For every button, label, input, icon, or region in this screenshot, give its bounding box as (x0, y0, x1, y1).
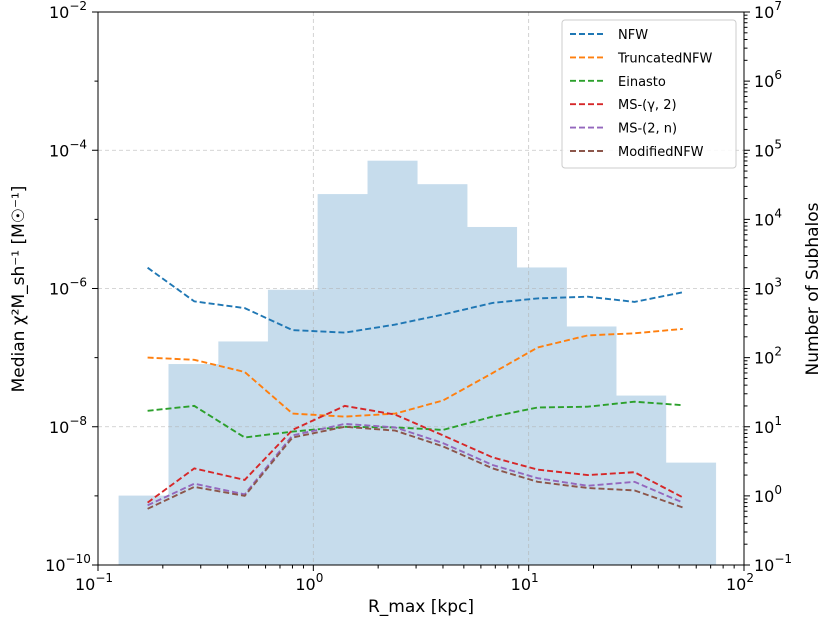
y2-tick-label: 102 (754, 345, 782, 368)
histogram-bar (218, 341, 269, 566)
x-tick-label: 100 (295, 571, 323, 594)
series-line (147, 266, 683, 334)
legend: NFW TruncatedNFW Einasto MS-(γ, 2) MS-(2, n)… (561, 19, 737, 169)
x-axis-label: R_max [kpc] (368, 597, 474, 617)
x-axis-ticks: 10−1 100 101 102 (75, 565, 754, 594)
histogram-bar (466, 226, 518, 566)
series-line (147, 425, 684, 510)
y2-tick-label: 107 (754, 0, 782, 22)
series-line (147, 400, 683, 439)
legend-box (561, 19, 737, 169)
y-tick-label: 10−2 (49, 0, 87, 22)
histogram-bar (367, 160, 418, 566)
y2-tick-label: 101 (754, 414, 782, 437)
y-tick-label: 10−10 (45, 552, 91, 575)
y-tick-label: 10−6 (49, 276, 87, 299)
histogram-bar (267, 289, 319, 566)
legend-label: NFW (618, 28, 648, 43)
legend-label: ModifiedNFW (618, 145, 704, 160)
y-tick-label: 10−8 (49, 414, 87, 437)
y2-tick-label: 103 (754, 276, 782, 299)
series-line (147, 327, 683, 418)
legend-label: TruncatedNFW (617, 51, 713, 66)
y2-axis-ticks: 10−1 100 101 102 103 104 105 106 107 (744, 0, 792, 575)
y-tick-label: 10−4 (49, 137, 87, 160)
histogram-bar (417, 184, 468, 566)
histogram-bar (118, 495, 169, 566)
histogram-bars (118, 160, 717, 566)
legend-label: Einasto (618, 75, 666, 90)
y2-tick-label: 106 (754, 68, 782, 91)
x-tick-label: 10−1 (75, 571, 113, 594)
histogram-bar (317, 194, 369, 566)
y2-tick-label: 105 (754, 137, 782, 160)
y-axis-label: Median χ²M_sh⁻¹ [M☉⁻¹] (9, 186, 29, 393)
histogram-bar (516, 267, 567, 566)
series-line (147, 422, 684, 507)
x-tick-label: 101 (511, 571, 539, 594)
series-line (147, 404, 684, 504)
x-tick-label: 102 (726, 571, 754, 594)
y2-tick-label: 100 (754, 483, 782, 506)
histogram-bar (566, 326, 617, 566)
y2-tick-label: 10−1 (754, 552, 792, 575)
y2-axis-label: Number of Subhalos (803, 202, 823, 375)
histogram-bar (168, 364, 219, 566)
histogram-bar (665, 462, 717, 566)
series-lines (147, 266, 684, 510)
legend-label: MS-(γ, 2) (618, 98, 677, 113)
y-axis-ticks: 10−10 10−8 10−6 10−4 10−2 (45, 0, 98, 575)
histogram-bar (615, 395, 667, 566)
legend-label: MS-(2, n) (618, 122, 677, 137)
y2-tick-label: 104 (754, 206, 782, 229)
